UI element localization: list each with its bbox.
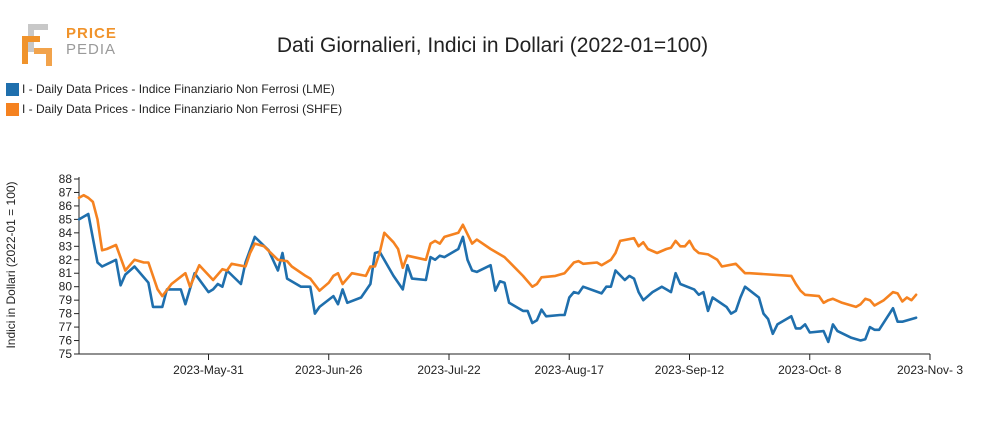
series-line-lme xyxy=(77,212,918,344)
y-tick-label: 75 xyxy=(59,347,73,361)
chart-legend: I - Daily Data Prices - Indice Finanziar… xyxy=(6,79,342,119)
x-tick-label: 2023-Aug-17 xyxy=(535,363,605,377)
pricepedia-logo: PRICE PEDIA xyxy=(18,22,128,68)
legend-swatch-lme xyxy=(6,82,19,96)
y-tick-label: 86 xyxy=(59,199,73,213)
x-tick-label: 2023-Oct- 8 xyxy=(778,363,842,377)
y-tick-label: 84 xyxy=(59,226,73,240)
chart-title: Dati Giornalieri, Indici in Dollari (202… xyxy=(276,34,709,57)
y-tick-label: 82 xyxy=(59,253,73,267)
logo-bracket-icon xyxy=(22,24,52,66)
logo-text-price: PRICE xyxy=(66,25,117,42)
legend-item-lme[interactable]: I - Daily Data Prices - Indice Finanziar… xyxy=(6,79,342,99)
y-tick-label: 88 xyxy=(59,172,73,186)
legend-label-shfe: I - Daily Data Prices - Indice Finanziar… xyxy=(22,102,343,116)
x-tick-label: 2023-Sep-12 xyxy=(655,363,725,377)
x-tick-label: 2023-Jun-26 xyxy=(295,363,363,377)
series-layer xyxy=(77,193,918,344)
y-tick-label: 85 xyxy=(59,212,73,226)
legend-label-lme: I - Daily Data Prices - Indice Finanziar… xyxy=(22,82,335,96)
y-axis-label: Indici in Dollari (2022-01 = 100) xyxy=(4,181,18,348)
x-tick-label: 2023-Jul-22 xyxy=(417,363,481,377)
y-tick-label: 80 xyxy=(59,280,73,294)
series-line-shfe xyxy=(77,193,918,309)
y-tick-label: 81 xyxy=(59,266,73,280)
x-tick-label: 2023-Nov- 3 xyxy=(897,363,963,377)
y-tick-label: 83 xyxy=(59,239,73,253)
y-tick-label: 77 xyxy=(59,320,73,334)
legend-item-shfe[interactable]: I - Daily Data Prices - Indice Finanziar… xyxy=(6,99,342,119)
legend-swatch-shfe xyxy=(6,102,19,116)
y-tick-label: 78 xyxy=(59,307,73,321)
y-tick-label: 79 xyxy=(59,293,73,307)
y-tick-label: 76 xyxy=(59,334,73,348)
y-tick-label: 87 xyxy=(59,185,73,199)
x-tick-label: 2023-May-31 xyxy=(173,363,244,377)
logo-text-pedia: PEDIA xyxy=(66,41,117,58)
